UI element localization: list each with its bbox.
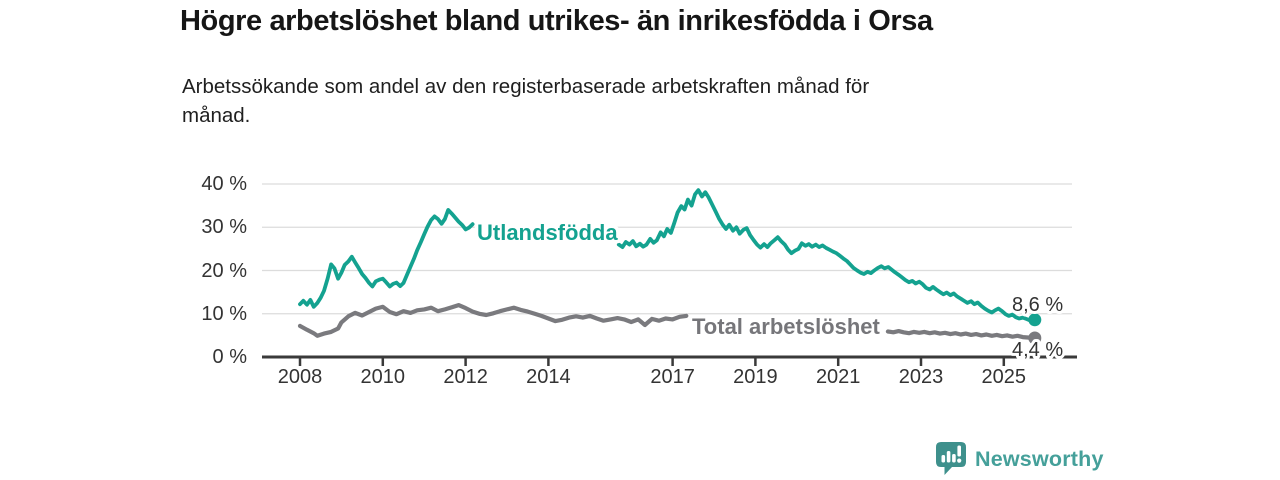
series-label-total-arbetsloshet: Total arbetslöshet — [692, 314, 881, 339]
end-dots — [1028, 313, 1042, 345]
x-tick-label: 2014 — [526, 366, 571, 388]
page-title: Högre arbetslöshet bland utrikes- än inr… — [180, 5, 933, 37]
x-tick-label: 2008 — [277, 366, 323, 388]
x-tick-label: 2017 — [650, 366, 695, 388]
newsworthy-logo-text: Newsworthy — [975, 446, 1104, 471]
end-dot — [1028, 313, 1042, 327]
line-utlandsfodda — [616, 188, 1037, 323]
chart-subtitle-line2: månad. — [182, 104, 251, 127]
x-tick-label: 2010 — [360, 366, 406, 388]
series-label-utlandsfodda: Utlandsfödda — [477, 220, 618, 245]
x-tick-label: 2012 — [443, 366, 488, 388]
chart-subtitle: Arbetssökande som andel av den registerb… — [182, 72, 869, 130]
y-tick-label: 0 % — [212, 346, 247, 368]
line-total-arbetsloshet — [885, 329, 1037, 341]
end-dot — [1028, 331, 1042, 345]
line-total-arbetsloshet — [297, 303, 689, 338]
x-tick-label: 2021 — [815, 366, 861, 388]
x-axis — [262, 355, 1077, 366]
data-lines — [297, 188, 1037, 341]
y-tick-label: 20 % — [201, 259, 247, 282]
y-tick-label: 40 % — [201, 173, 247, 195]
newsworthy-logo-icon — [936, 442, 966, 475]
end-value-label-utlandsfodda: 8,6 % — [1012, 294, 1063, 316]
x-tick-label: 2025 — [981, 366, 1027, 388]
chart-subtitle-line1: Arbetssökande som andel av den registerb… — [182, 75, 870, 98]
newsworthy-logo: Newsworthy — [936, 441, 1104, 477]
y-tick-label: 30 % — [201, 216, 247, 239]
x-tick-label: 2019 — [733, 366, 778, 388]
end-value-label-total: 4,4 % — [1012, 339, 1063, 361]
x-tick-label: 2023 — [898, 366, 944, 388]
y-tick-label: 10 % — [201, 302, 247, 325]
line-utlandsfodda — [298, 207, 475, 309]
